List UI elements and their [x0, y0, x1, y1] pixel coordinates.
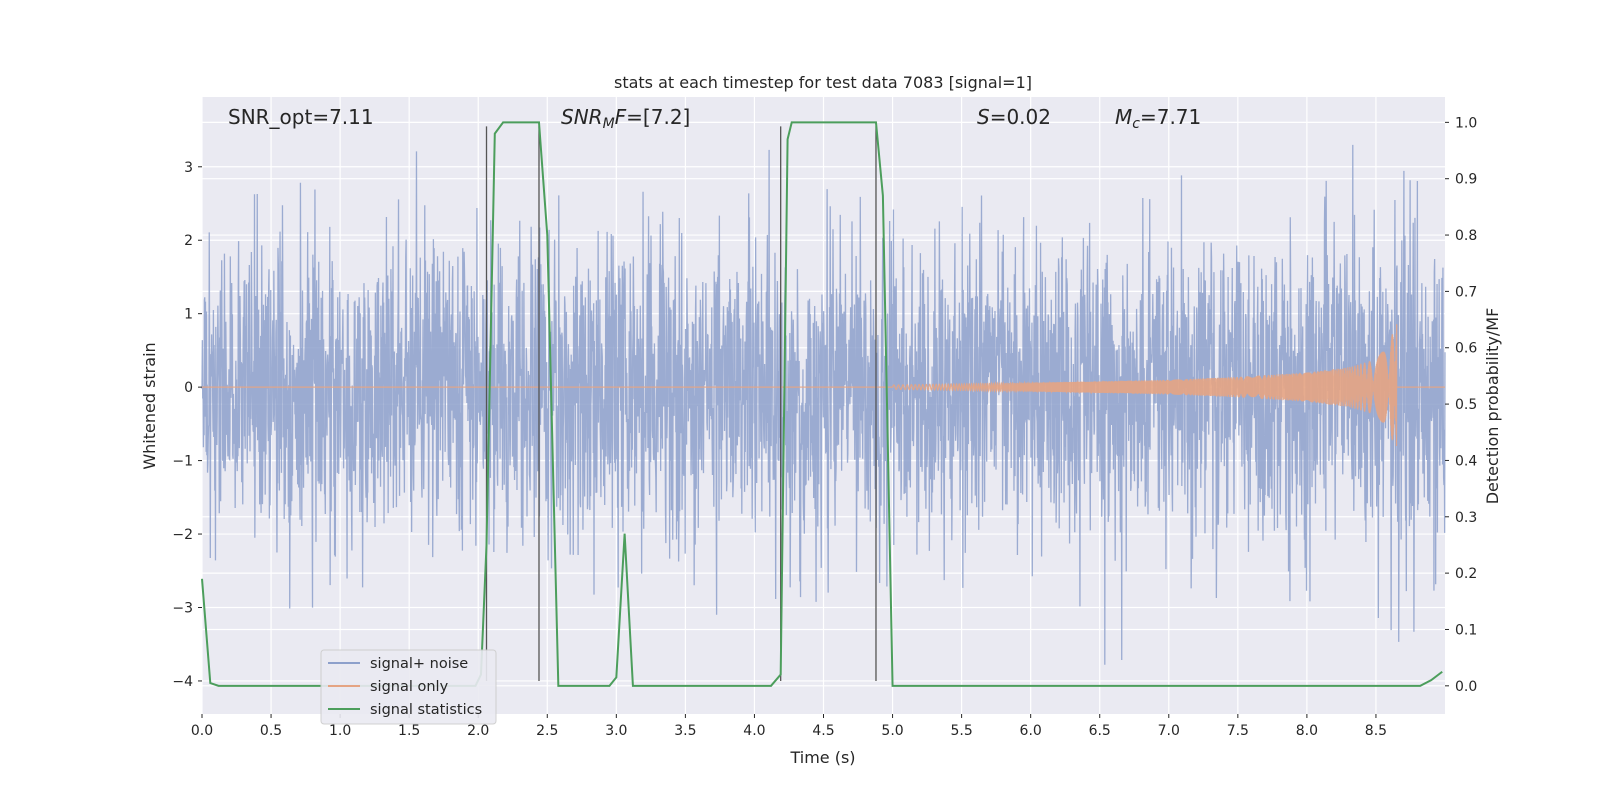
y2-tick-label-1: 0.1: [1455, 622, 1477, 638]
x-tick-label-10: 5.0: [881, 723, 903, 739]
x-ticks: 0.0 0.5 1.0 1.5 2.0 2.5 3.0 3.5 4.0 4.5 5.0 5.5 6.0 6…: [191, 714, 1387, 739]
y2-tick-label-5: 0.5: [1455, 397, 1477, 413]
legend-label-stat: signal statistics: [370, 702, 482, 718]
x-axis-label: Time (s): [789, 748, 855, 767]
y2-tick-label-6: 0.6: [1455, 341, 1477, 357]
chirp-line: [202, 324, 1445, 446]
x-tick-label-16: 8.0: [1296, 723, 1318, 739]
x-tick-label-11: 5.5: [950, 723, 972, 739]
x-tick-label-1: 0.5: [260, 723, 282, 739]
x-tick-label-4: 2.0: [467, 723, 489, 739]
y-tick-label-2: −2: [172, 527, 193, 543]
y-tick-label-4: 0: [184, 380, 193, 396]
x-tick-label-8: 4.0: [743, 723, 765, 739]
x-tick-label-6: 3.0: [605, 723, 627, 739]
y2-tick-label-2: 0.2: [1455, 566, 1477, 582]
y-tick-label-7: 3: [184, 160, 193, 176]
x-tick-label-0: 0.0: [191, 723, 213, 739]
annotation-mc: Mc=7.71: [1115, 105, 1201, 132]
annotation-snr-opt: SNR_opt=7.11: [228, 105, 374, 129]
y-tick-label-3: −1: [172, 454, 193, 470]
x-tick-label-15: 7.5: [1227, 723, 1249, 739]
vlines: [485, 126, 877, 681]
x-tick-label-14: 7.0: [1158, 723, 1180, 739]
annotation-s: S=0.02: [977, 105, 1051, 129]
y-tick-label-6: 2: [184, 233, 193, 249]
x-tick-label-12: 6.0: [1020, 723, 1042, 739]
legend-box: [320, 649, 497, 725]
legend-label-chirp: signal only: [370, 679, 449, 695]
legend-label-noise: signal+ noise: [370, 656, 468, 672]
y2-tick-label-0: 0.0: [1455, 679, 1477, 695]
y-tick-label-0: −4: [172, 674, 193, 690]
legend: signal+ noise signal only signal statist…: [320, 649, 497, 725]
chart-title: stats at each timestep for test data 708…: [614, 73, 1032, 92]
annotations: SNR_opt=7.11 SNRMF=[7.2] S=0.02 Mc=7.71: [228, 105, 1201, 132]
chirp-series: [202, 324, 1445, 446]
y2-tick-label-7: 0.7: [1455, 284, 1477, 300]
y2-tick-label-8: 0.8: [1455, 228, 1477, 244]
x-tick-label-2: 1.0: [329, 723, 351, 739]
x-tick-label-3: 1.5: [398, 723, 420, 739]
y2-tick-label-3: 0.3: [1455, 510, 1477, 526]
x-tick-label-9: 4.5: [812, 723, 834, 739]
x-tick-label-7: 3.5: [674, 723, 696, 739]
y-ticks-left: −4 −3 −2 −1 0 1 2 3: [172, 160, 202, 690]
y-tick-label-5: 1: [184, 307, 193, 323]
annotation-snr-mf: SNRMF=[7.2]: [561, 105, 690, 132]
y2-tick-label-4: 0.4: [1455, 453, 1477, 469]
x-tick-label-5: 2.5: [536, 723, 558, 739]
x-tick-label-13: 6.5: [1089, 723, 1111, 739]
y2-tick-label-9: 0.9: [1455, 172, 1477, 188]
x-tick-label-17: 8.5: [1365, 723, 1387, 739]
y-tick-label-1: −3: [172, 600, 193, 616]
y2-tick-label-10: 1.0: [1455, 115, 1477, 131]
y-ticks-right: 0.0 0.1 0.2 0.3 0.4 0.5 0.6 0.7 0.8 0.9 1.0: [1445, 115, 1477, 695]
noise-series: [201, 144, 1446, 665]
y-axis-label-right: Detection probability/MF: [1483, 308, 1502, 505]
noise-line: [201, 144, 1446, 665]
y-axis-label-left: Whitened strain: [140, 342, 159, 469]
